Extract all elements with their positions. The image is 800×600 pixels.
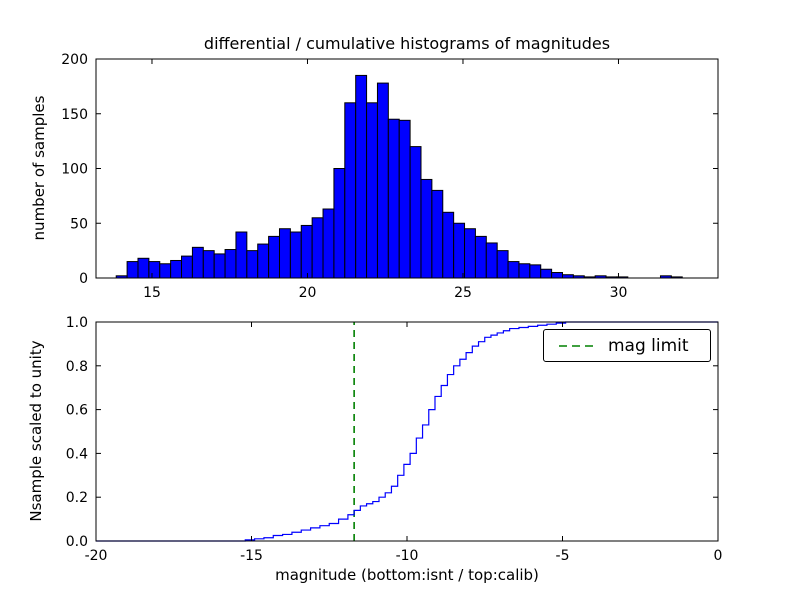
histogram-bar — [137, 257, 150, 279]
histogram-bar — [355, 74, 368, 279]
histogram-bar — [376, 82, 389, 279]
x-tick-label: -20 — [85, 548, 108, 564]
x-tick-label: 25 — [454, 285, 472, 301]
y-tick-label: 100 — [61, 162, 88, 178]
histogram-bar — [202, 250, 215, 279]
histogram-bar — [464, 228, 476, 279]
y-tick-label: 0.8 — [66, 359, 88, 375]
histogram-bar — [289, 231, 302, 279]
histogram-bar — [148, 261, 161, 279]
histogram-bar — [170, 259, 183, 279]
histogram-bar — [442, 211, 455, 279]
histogram-bar — [431, 189, 444, 279]
histogram-bar — [485, 242, 498, 279]
histogram-bar — [551, 272, 563, 279]
y-tick-label: 0.2 — [66, 490, 88, 506]
histogram-bar — [235, 231, 248, 279]
x-tick-label: -10 — [396, 548, 419, 564]
y-tick-label: 1.0 — [66, 315, 88, 331]
histogram-bar — [322, 208, 335, 279]
x-tick-label: 15 — [143, 285, 161, 301]
histogram-bar — [268, 235, 280, 279]
histogram-bar — [181, 255, 193, 279]
histogram-bar — [474, 235, 487, 279]
bottom-xlabel: magnitude (bottom:isnt / top:calib) — [275, 566, 539, 584]
y-tick-label: 0.6 — [66, 403, 88, 419]
legend-label: mag limit — [608, 335, 689, 356]
histogram-bar — [518, 263, 531, 279]
x-tick-label: 0 — [714, 548, 723, 564]
histogram-bar — [398, 119, 411, 279]
x-tick-label: -15 — [240, 548, 263, 564]
histogram-bar — [300, 224, 313, 279]
histogram-bar — [344, 102, 357, 279]
histogram-bar — [278, 228, 291, 279]
histogram-bar — [529, 264, 542, 279]
top-ylabel: number of samples — [30, 95, 48, 241]
x-tick-label: 30 — [610, 285, 628, 301]
y-tick-label: 200 — [61, 52, 88, 68]
y-tick-label: 0.0 — [66, 534, 88, 550]
cumulative-line — [96, 321, 718, 542]
y-tick-label: 50 — [70, 216, 88, 232]
histogram-bar — [126, 261, 139, 279]
legend-dashed-line-icon — [559, 344, 595, 347]
histogram-bar — [246, 250, 259, 279]
histogram-bar — [224, 249, 237, 279]
histogram-bar — [213, 253, 226, 279]
histogram-bar — [409, 146, 422, 279]
x-tick-label: 20 — [299, 285, 317, 301]
histogram-bar — [496, 250, 509, 279]
histogram-bar — [366, 102, 378, 279]
bottom-ylabel: Nsample scaled to unity — [27, 340, 45, 522]
histogram-bar — [507, 261, 520, 279]
histogram-bar — [257, 243, 270, 279]
x-tick-label: -5 — [556, 548, 570, 564]
histogram-bar — [159, 263, 172, 279]
histogram-bar — [420, 178, 433, 279]
histogram-bar — [387, 118, 400, 279]
histogram-bar — [333, 168, 346, 279]
y-tick-label: 0 — [79, 271, 88, 287]
legend: mag limit — [543, 329, 711, 362]
histogram-bar — [311, 217, 324, 279]
chart-title: differential / cumulative histograms of … — [203, 34, 611, 53]
y-tick-label: 150 — [61, 107, 88, 123]
histogram-bar — [191, 246, 204, 279]
y-tick-label: 0.4 — [66, 446, 88, 462]
histogram-bar — [540, 268, 553, 279]
histogram-bar — [453, 222, 466, 279]
